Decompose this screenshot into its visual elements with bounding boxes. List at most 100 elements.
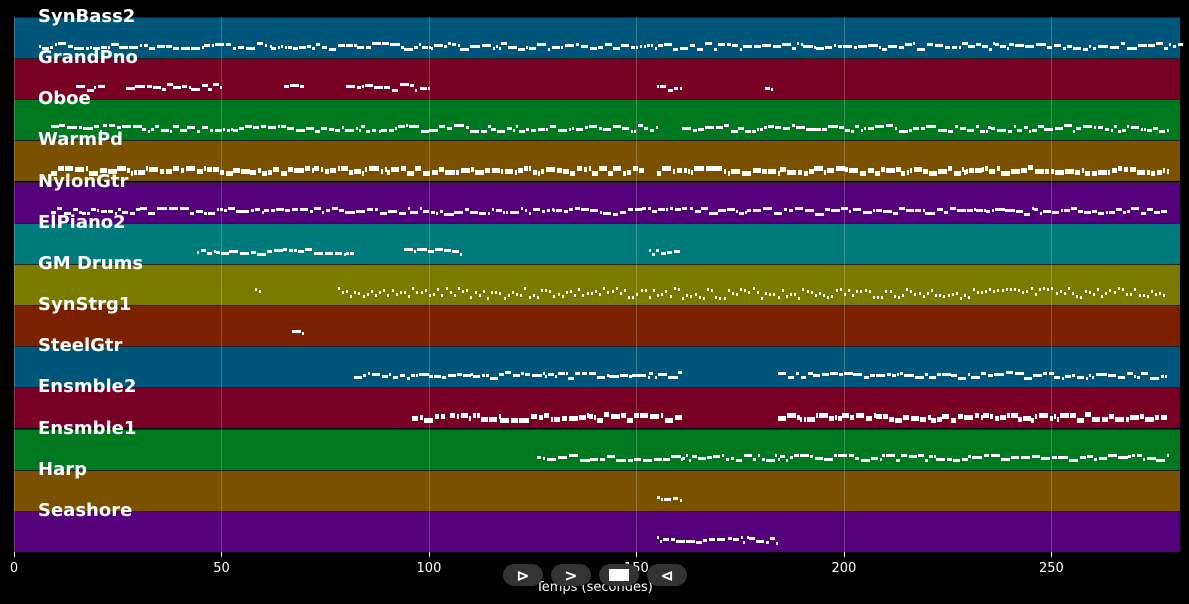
note xyxy=(708,537,716,541)
note xyxy=(1131,207,1140,211)
back-button[interactable]: ⊲ xyxy=(647,564,687,586)
note xyxy=(694,292,697,296)
note xyxy=(622,171,627,177)
note xyxy=(469,129,480,133)
note xyxy=(1159,129,1166,133)
note xyxy=(160,128,170,132)
note xyxy=(658,207,665,211)
note xyxy=(1054,376,1061,380)
gridline xyxy=(843,17,845,552)
note xyxy=(1073,129,1076,133)
note xyxy=(179,207,189,211)
note xyxy=(148,212,156,216)
note xyxy=(117,166,127,172)
note xyxy=(553,295,556,299)
note xyxy=(367,371,370,375)
note xyxy=(1160,210,1168,214)
note xyxy=(599,292,602,296)
note xyxy=(834,454,837,458)
note xyxy=(1038,288,1041,292)
note xyxy=(107,169,117,175)
note xyxy=(937,372,942,376)
note xyxy=(361,171,365,177)
note xyxy=(657,85,660,89)
note xyxy=(305,165,310,171)
note xyxy=(460,167,470,173)
note xyxy=(707,456,712,460)
note xyxy=(838,125,844,129)
note xyxy=(180,46,191,50)
note xyxy=(233,168,240,174)
note xyxy=(416,291,419,295)
note xyxy=(726,43,731,46)
note xyxy=(814,212,825,216)
note xyxy=(284,45,287,49)
note xyxy=(808,168,814,174)
note xyxy=(678,371,682,375)
note xyxy=(813,374,821,377)
note xyxy=(937,169,948,175)
forward-button[interactable]: > xyxy=(551,564,591,586)
note xyxy=(314,206,321,210)
note xyxy=(250,169,257,175)
note xyxy=(741,171,752,177)
track-lane xyxy=(14,346,1180,388)
note xyxy=(1098,211,1104,215)
note xyxy=(579,459,590,463)
note xyxy=(657,293,660,297)
note xyxy=(964,169,967,175)
note xyxy=(588,166,591,172)
stop-button[interactable] xyxy=(599,564,639,586)
note xyxy=(1113,291,1116,295)
note xyxy=(536,456,542,460)
note xyxy=(1118,456,1128,460)
note xyxy=(845,166,848,172)
note xyxy=(1088,374,1091,378)
tick-mark xyxy=(221,552,223,557)
note xyxy=(1117,166,1123,172)
note xyxy=(525,128,530,132)
note xyxy=(752,209,762,213)
track-label: SynBass2 xyxy=(38,6,136,27)
note xyxy=(854,457,859,461)
note xyxy=(732,537,740,541)
note xyxy=(562,168,569,174)
note xyxy=(203,43,211,47)
note xyxy=(94,85,97,89)
note xyxy=(435,211,439,215)
note xyxy=(994,373,1005,376)
note xyxy=(744,211,747,215)
note xyxy=(211,43,214,47)
note xyxy=(206,166,212,172)
note xyxy=(325,252,334,256)
play-button[interactable]: ⊳ xyxy=(503,564,543,586)
note xyxy=(366,293,369,297)
note xyxy=(959,45,962,49)
note xyxy=(669,294,672,298)
note xyxy=(920,127,925,131)
note xyxy=(294,168,304,174)
note xyxy=(1169,43,1172,46)
note xyxy=(314,129,321,133)
track-label: Seashore xyxy=(38,499,133,521)
note xyxy=(1101,295,1104,299)
note xyxy=(716,537,726,541)
note xyxy=(395,292,398,296)
note xyxy=(444,212,454,216)
note xyxy=(499,373,504,377)
note xyxy=(627,458,633,462)
note xyxy=(753,45,762,49)
note xyxy=(1031,128,1037,132)
note xyxy=(867,126,874,130)
note xyxy=(465,126,469,130)
note xyxy=(661,166,672,172)
track-label: SynStrg1 xyxy=(38,294,132,316)
note xyxy=(503,296,506,300)
note xyxy=(1022,291,1025,295)
note xyxy=(550,125,556,129)
note xyxy=(887,44,897,48)
note xyxy=(630,46,636,50)
note xyxy=(423,417,434,423)
note xyxy=(741,536,744,540)
note xyxy=(580,45,588,49)
